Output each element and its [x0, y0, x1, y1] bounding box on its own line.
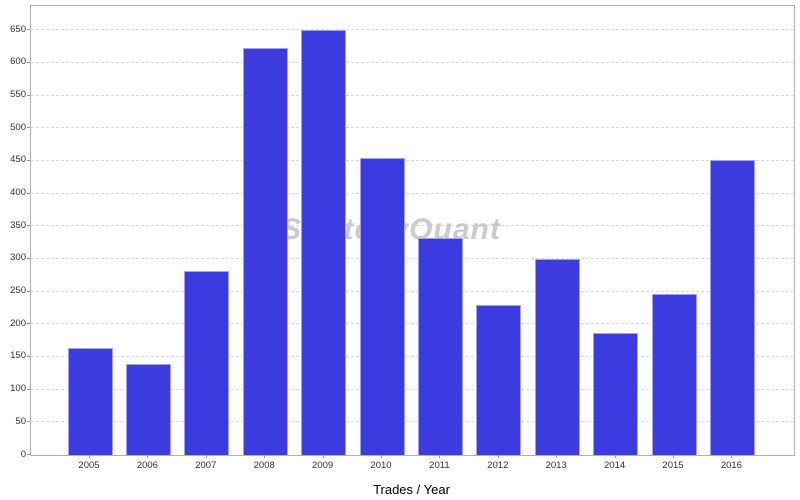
- x-tick-mark-2011: [439, 455, 441, 458]
- gridline-600: [31, 61, 794, 63]
- gridline-300: [31, 257, 794, 259]
- x-tick-label-2005: 2005: [78, 460, 100, 471]
- y-tick-label-500: 500: [10, 121, 26, 133]
- x-tick-label-2013: 2013: [545, 460, 567, 471]
- x-tick-label-2015: 2015: [662, 460, 684, 471]
- y-tick-label-600: 600: [10, 56, 26, 68]
- gridline-500: [31, 127, 794, 129]
- y-tick-label-650: 650: [10, 23, 26, 35]
- y-tick-label-0: 0: [20, 448, 26, 460]
- gridline-50: [31, 421, 794, 423]
- y-tick-label-400: 400: [10, 187, 26, 199]
- plot-area: StrategyQuant: [30, 5, 795, 456]
- y-tick-label-100: 100: [10, 383, 26, 395]
- gridline-550: [31, 94, 794, 96]
- y-tick-label-550: 550: [10, 89, 26, 101]
- bar-2012: [476, 305, 522, 455]
- gridline-650: [31, 29, 794, 31]
- bar-2015: [651, 294, 697, 455]
- bar-2010: [359, 158, 405, 455]
- bar-2009: [301, 30, 347, 455]
- y-tick-label-150: 150: [10, 350, 26, 362]
- gridline-200: [31, 323, 794, 325]
- bar-2007: [184, 271, 230, 455]
- x-tick-label-2009: 2009: [312, 460, 334, 471]
- x-tick-mark-2009: [322, 455, 324, 458]
- bar-2013: [534, 259, 580, 455]
- y-tick-label-450: 450: [10, 154, 26, 166]
- y-tick-mark-600: [27, 61, 30, 63]
- x-tick-mark-2015: [673, 455, 674, 458]
- x-tick-label-2008: 2008: [253, 460, 275, 471]
- x-tick-label-2010: 2010: [370, 460, 392, 471]
- x-tick-mark-2012: [497, 455, 499, 458]
- y-tick-mark-100: [27, 388, 30, 390]
- gridline-100: [31, 388, 794, 390]
- bar-2016: [709, 160, 755, 455]
- gridline-150: [31, 355, 794, 357]
- y-tick-mark-250: [27, 290, 30, 292]
- x-tick-mark-2005: [89, 455, 90, 458]
- x-tick-label-2012: 2012: [487, 460, 509, 471]
- x-axis-title: Trades / Year: [373, 482, 450, 497]
- x-tick-mark-2008: [264, 455, 266, 458]
- y-tick-mark-450: [27, 159, 30, 161]
- gridline-250: [31, 290, 794, 292]
- x-tick-mark-2010: [381, 455, 382, 458]
- y-tick-mark-150: [27, 355, 30, 357]
- y-tick-label-300: 300: [10, 252, 26, 264]
- y-tick-mark-500: [27, 127, 30, 129]
- y-tick-mark-300: [27, 257, 30, 259]
- gridline-350: [31, 225, 794, 227]
- y-tick-label-200: 200: [10, 317, 26, 329]
- y-tick-mark-200: [27, 323, 30, 325]
- bar-2011: [417, 238, 463, 455]
- y-tick-mark-0: [27, 454, 30, 455]
- x-tick-label-2011: 2011: [429, 460, 450, 471]
- bar-2014: [593, 333, 639, 455]
- y-tick-label-50: 50: [15, 415, 26, 427]
- bar-2008: [242, 48, 288, 455]
- x-tick-label-2007: 2007: [195, 460, 217, 471]
- gridline-400: [31, 192, 794, 194]
- y-tick-label-350: 350: [10, 219, 26, 231]
- x-tick-mark-2014: [614, 455, 616, 458]
- y-tick-mark-400: [27, 192, 30, 194]
- y-tick-label-250: 250: [10, 285, 26, 297]
- y-tick-mark-50: [27, 421, 30, 423]
- x-tick-mark-2016: [731, 455, 733, 458]
- x-tick-mark-2013: [556, 455, 558, 458]
- x-tick-mark-2006: [147, 455, 149, 458]
- y-tick-mark-650: [27, 29, 30, 31]
- bar-2006: [125, 364, 171, 455]
- x-tick-label-2014: 2014: [604, 460, 626, 471]
- y-tick-mark-550: [27, 94, 30, 96]
- gridline-450: [31, 159, 794, 161]
- y-tick-mark-350: [27, 225, 30, 227]
- bar-2005: [67, 348, 113, 455]
- x-tick-label-2006: 2006: [136, 460, 158, 471]
- x-tick-label-2016: 2016: [720, 460, 742, 471]
- x-tick-mark-2007: [205, 455, 207, 458]
